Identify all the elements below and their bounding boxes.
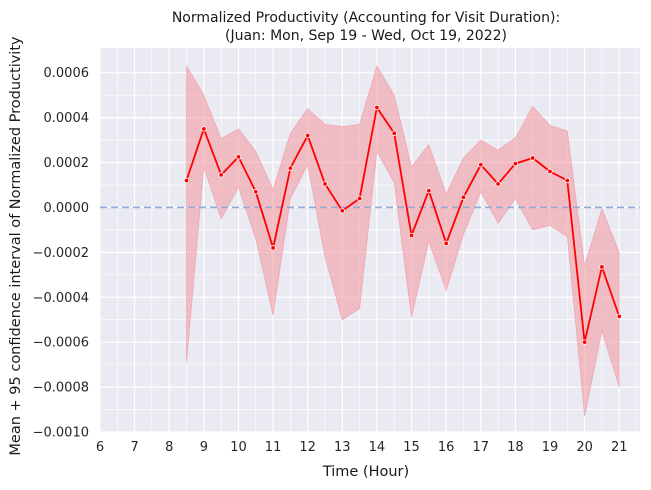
x-tick-labels: 6 7 8 9 10 11 12 13 14 15 16 17 18 19 20 21 (96, 440, 628, 455)
y-tick-label: 0.0000 (44, 201, 90, 216)
x-tick-label: 19 (542, 440, 559, 455)
data-point (478, 162, 484, 168)
data-point (304, 132, 311, 139)
data-point (408, 232, 415, 239)
x-tick-label: 16 (438, 440, 455, 455)
data-point (547, 168, 553, 175)
data-point (322, 181, 328, 187)
y-tick-label: 0.0002 (44, 156, 90, 171)
y-tick-label: 0.0004 (44, 111, 90, 126)
data-point (564, 177, 571, 184)
confidence-band-layer (186, 64, 620, 417)
mean-line (185, 106, 621, 344)
x-tick-label: 13 (334, 440, 351, 455)
x-tick-label: 15 (403, 440, 420, 455)
data-point (460, 194, 467, 201)
y-tick-label: −0.0002 (33, 246, 89, 261)
x-tick-label: 8 (165, 440, 173, 455)
x-tick-label: 21 (611, 440, 628, 455)
x-tick-label: 11 (265, 440, 282, 455)
data-point (443, 240, 449, 247)
y-tick-label: −0.0008 (33, 381, 89, 396)
marker-layer (183, 104, 622, 345)
data-point (235, 154, 242, 160)
data-point (374, 104, 380, 111)
data-point (270, 245, 276, 251)
data-point (616, 313, 622, 320)
data-point (599, 264, 605, 270)
data-point (391, 130, 397, 137)
data-point (253, 189, 259, 195)
x-axis-label: Time (Hour) (322, 464, 409, 480)
y-tick-labels: −0.0010 −0.0008 −0.0006 −0.0004 −0.0002 0.000… (33, 66, 89, 440)
x-tick-label: 7 (130, 440, 138, 455)
x-tick-label: 6 (96, 440, 104, 455)
chart-title-line-2: (Juan: Mon, Sep 19 - Wed, Oct 19, 2022) (225, 28, 507, 44)
x-tick-label: 18 (507, 440, 524, 455)
data-point (356, 195, 363, 202)
x-tick-label: 9 (200, 440, 208, 455)
x-tick-label: 20 (576, 440, 593, 455)
x-tick-label: 12 (299, 440, 316, 455)
y-tick-label: 0.0006 (44, 66, 90, 81)
data-point (201, 126, 207, 132)
data-point (529, 155, 536, 161)
data-point (495, 181, 501, 187)
data-point (339, 208, 346, 214)
x-tick-label: 17 (472, 440, 489, 455)
data-point (581, 339, 588, 345)
y-tick-label: −0.0006 (33, 336, 89, 351)
y-axis-label: Mean + 95 confidence interval of Normali… (8, 36, 24, 456)
data-point (287, 165, 294, 171)
data-point (512, 160, 519, 167)
confidence-band (186, 64, 620, 417)
x-tick-label: 10 (230, 440, 247, 455)
chart-title-line-1: Normalized Productivity (Accounting for … (172, 10, 560, 26)
data-point (183, 177, 190, 184)
data-point (426, 187, 432, 194)
y-tick-label: −0.0010 (33, 426, 89, 441)
y-tick-label: −0.0004 (33, 291, 89, 306)
x-tick-label: 14 (369, 440, 386, 455)
data-point (218, 172, 224, 178)
mean-line-layer (185, 106, 621, 344)
